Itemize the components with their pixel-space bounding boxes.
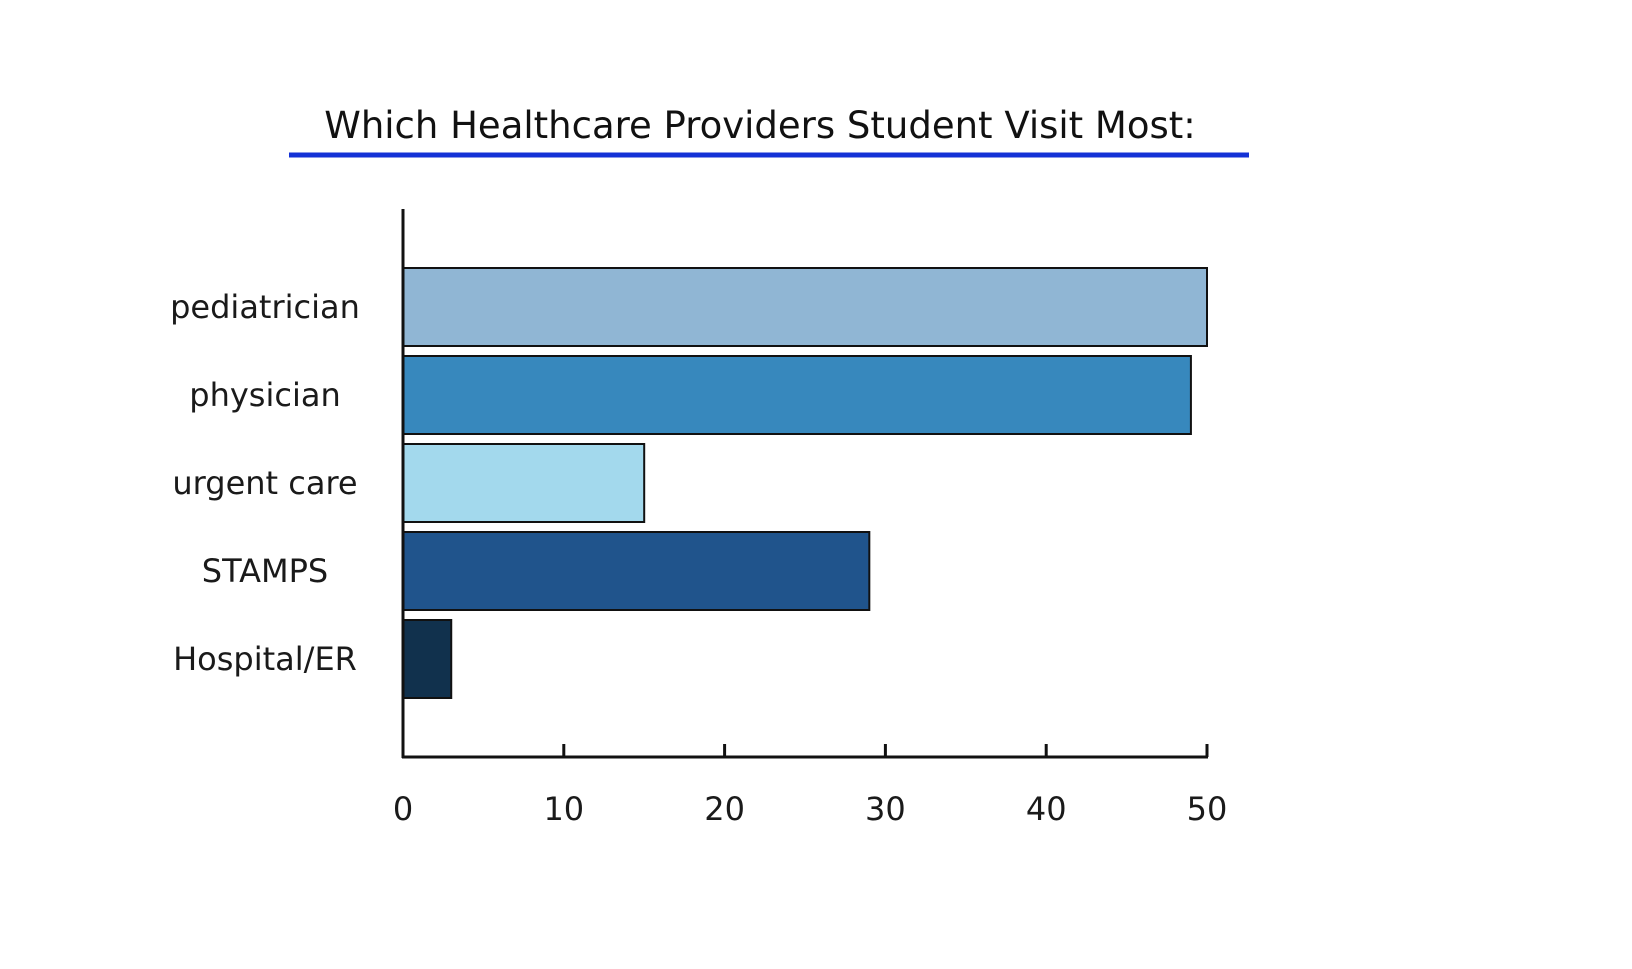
x-tick-label-10: 10 bbox=[543, 790, 584, 828]
bar-stamps bbox=[402, 531, 871, 611]
bar-physician bbox=[402, 355, 1192, 435]
x-tick-label-20: 20 bbox=[704, 790, 745, 828]
category-label-hospital-er: Hospital/ER bbox=[173, 640, 357, 678]
chart-title: Which Healthcare Providers Student Visit… bbox=[324, 104, 1196, 147]
bar-urgent-care bbox=[402, 443, 646, 523]
x-axis-ticks: 0 10 20 30 40 50 bbox=[393, 744, 1228, 828]
x-tick-label-40: 40 bbox=[1026, 790, 1067, 828]
bar-pediatrician bbox=[402, 267, 1208, 347]
category-labels: pediatrician physician urgent care STAMPS Ho… bbox=[170, 288, 360, 678]
x-tick-label-30: 30 bbox=[865, 790, 906, 828]
category-label-physician: physician bbox=[189, 376, 340, 414]
x-tick-label-50: 50 bbox=[1187, 790, 1228, 828]
bar-hospital-er bbox=[402, 619, 453, 699]
bar-group bbox=[402, 267, 1208, 699]
category-label-stamps: STAMPS bbox=[202, 552, 328, 590]
category-label-urgent-care: urgent care bbox=[172, 464, 357, 502]
x-tick-label-0: 0 bbox=[393, 790, 413, 828]
category-label-pediatrician: pediatrician bbox=[170, 288, 360, 326]
